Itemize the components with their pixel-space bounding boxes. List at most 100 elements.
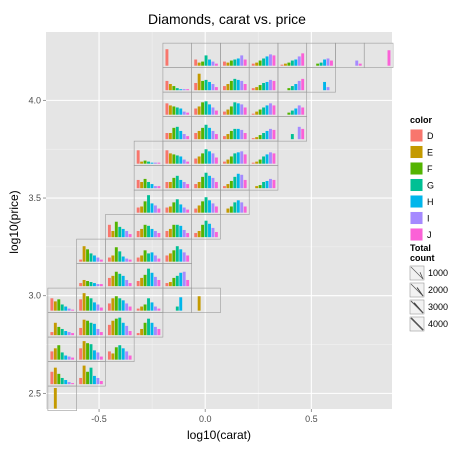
glyph-bar xyxy=(153,230,157,238)
glyph-bar xyxy=(107,224,111,238)
glyph-bar xyxy=(147,161,150,164)
glyph-bar xyxy=(107,277,111,287)
glyph-bar xyxy=(194,158,198,164)
glyph-bar xyxy=(89,344,93,360)
glyph-bar xyxy=(233,102,237,115)
glyph-bar xyxy=(140,161,144,164)
glyph-bar xyxy=(157,208,161,213)
glyph-bar xyxy=(125,258,129,262)
glyph-cell xyxy=(133,312,164,338)
glyph-bar xyxy=(82,365,86,385)
glyph-bar xyxy=(136,281,140,287)
cell-border xyxy=(191,287,221,313)
glyph-bar xyxy=(255,111,259,115)
glyph-bar xyxy=(201,176,205,189)
glyph-bar xyxy=(60,352,64,360)
glyph-bar xyxy=(140,228,144,238)
glyph-bar xyxy=(140,328,144,336)
glyph-bar xyxy=(255,137,259,140)
color-legend-swatch xyxy=(410,129,423,142)
glyph-bar xyxy=(157,258,161,262)
glyph-bar xyxy=(201,102,205,115)
glyph-bar xyxy=(201,224,205,238)
glyph-bar xyxy=(114,247,118,262)
glyph-bar xyxy=(175,246,179,262)
glyph-bar xyxy=(125,303,129,311)
glyph-bar xyxy=(243,107,247,115)
glyph-bar xyxy=(194,208,198,213)
glyph-bar xyxy=(262,82,266,91)
glyph-bar xyxy=(67,308,71,311)
glyph-bar xyxy=(214,110,218,115)
glyph-cell xyxy=(363,42,394,68)
glyph-cell xyxy=(248,42,279,68)
glyph-bar xyxy=(89,298,93,311)
glyph-bar xyxy=(125,351,129,360)
glyph-bar xyxy=(157,162,161,164)
glyph-bar xyxy=(172,154,176,164)
glyph-bar xyxy=(53,367,57,385)
glyph-bar xyxy=(53,322,57,336)
glyph-bar xyxy=(186,112,190,115)
glyph-bar xyxy=(153,326,157,336)
glyph-bar xyxy=(214,87,218,91)
glyph-bar xyxy=(197,106,201,115)
glyph-bar xyxy=(236,79,240,91)
glyph-bar xyxy=(204,79,208,91)
glyph-bar xyxy=(236,173,240,189)
glyph-bar xyxy=(251,113,255,115)
glyph-bar xyxy=(226,208,230,213)
glyph-bar xyxy=(128,306,132,311)
glyph-bar xyxy=(60,304,64,311)
glyph-bar xyxy=(233,176,237,189)
glyph-bar xyxy=(136,207,140,213)
glyph-bar xyxy=(330,60,333,66)
glyph-bar xyxy=(251,162,255,164)
glyph-cell xyxy=(191,287,221,313)
glyph-bar xyxy=(358,63,362,66)
glyph-bar xyxy=(208,151,211,164)
glyph-bar xyxy=(50,332,54,336)
glyph-bar xyxy=(93,302,96,311)
glyph-bar xyxy=(283,63,287,66)
glyph-bar xyxy=(251,88,255,91)
glyph-bar xyxy=(114,318,118,336)
glyph-bar xyxy=(194,82,198,91)
glyph-bar xyxy=(118,317,122,336)
glyph-cells xyxy=(47,42,394,411)
glyph-bar xyxy=(96,328,100,336)
glyph-bar xyxy=(208,223,211,238)
glyph-bar xyxy=(111,353,115,360)
glyph-bar xyxy=(153,276,157,287)
color-legend-label: I xyxy=(427,214,430,224)
glyph-bar xyxy=(326,87,330,91)
glyph-bar xyxy=(118,226,122,238)
glyph-bar xyxy=(121,275,125,287)
color-legend-swatch xyxy=(410,212,423,224)
glyph-bar xyxy=(89,367,93,385)
glyph-bar xyxy=(290,110,294,115)
glyph-bar xyxy=(143,224,147,238)
glyph-bar xyxy=(53,301,57,311)
glyph-bar xyxy=(214,63,218,66)
glyph-bar xyxy=(179,225,183,238)
glyph-bar xyxy=(79,259,83,262)
glyph-bar xyxy=(157,233,161,238)
glyph-bar xyxy=(229,180,233,189)
glyph-bar xyxy=(269,128,272,140)
glyph-bar xyxy=(255,62,259,66)
glyph-bar xyxy=(150,228,154,238)
glyph-bar xyxy=(99,284,103,287)
glyph-bar xyxy=(93,323,96,336)
glyph-bar xyxy=(211,61,215,66)
glyph-bar xyxy=(201,153,205,164)
glyph-bar xyxy=(223,61,226,66)
glyph-bar xyxy=(208,200,211,213)
glyph-bar xyxy=(82,293,86,311)
color-legend-swatch xyxy=(410,228,423,241)
glyph-bar xyxy=(67,356,71,360)
glyph-bar xyxy=(186,233,190,238)
x-tick-label: 0.0 xyxy=(199,414,212,424)
glyph-bar xyxy=(179,156,183,164)
glyph-bar xyxy=(157,279,161,287)
